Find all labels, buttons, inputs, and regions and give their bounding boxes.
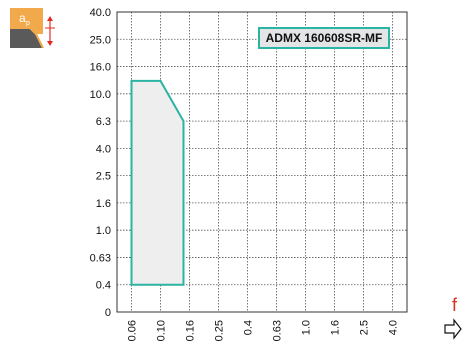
y-tick-label: 4.0 <box>96 143 111 155</box>
feed-direction-arrow-icon <box>444 318 462 340</box>
y-axis-labels: 0 0.4 0.63 1.0 1.6 2.5 4.0 6.3 10.0 16.0 25.0 40.0 <box>90 7 111 319</box>
chart-series-region <box>130 79 185 286</box>
x-tick-label: 1.0 <box>301 320 313 335</box>
depth-of-cut-icon: a p <box>10 8 55 48</box>
x-tick-label: 1.6 <box>330 320 342 335</box>
ap-main-label: a <box>19 11 26 25</box>
y-tick-label: 25.0 <box>90 34 111 46</box>
y-tick-label: 2.5 <box>96 171 111 183</box>
x-tick-label: 0.06 <box>127 320 139 341</box>
x-axis-labels: 0.06 0.10 0.16 0.25 0.4 0.63 1.0 1.6 2.5 4.0 <box>127 320 400 341</box>
y-tick-label: 1.6 <box>96 198 111 210</box>
x-tick-label: 2.5 <box>359 320 371 335</box>
feed-label: f <box>452 295 458 315</box>
y-tick-label: 0.4 <box>96 280 111 292</box>
x-tick-label: 0.63 <box>272 320 284 341</box>
y-tick-label: 10.0 <box>90 89 111 101</box>
y-tick-label: 1.0 <box>96 225 111 237</box>
x-tick-label: 0.4 <box>243 320 255 335</box>
x-tick-label: 0.10 <box>156 320 168 341</box>
y-tick-label: 6.3 <box>96 116 111 128</box>
y-tick-label: 0.63 <box>90 252 111 264</box>
plot-frame <box>116 11 408 313</box>
x-tick-label: 0.25 <box>214 320 226 341</box>
y-tick-label: 0 <box>105 307 111 319</box>
x-tick-label: 0.16 <box>185 320 197 341</box>
ap-sub-label: p <box>26 20 30 27</box>
y-tick-label: 40.0 <box>90 7 111 19</box>
x-tick-label: 4.0 <box>388 320 400 335</box>
legend-series-label: ADMX 160608SR-MF <box>258 27 390 49</box>
y-tick-label: 16.0 <box>90 62 111 74</box>
